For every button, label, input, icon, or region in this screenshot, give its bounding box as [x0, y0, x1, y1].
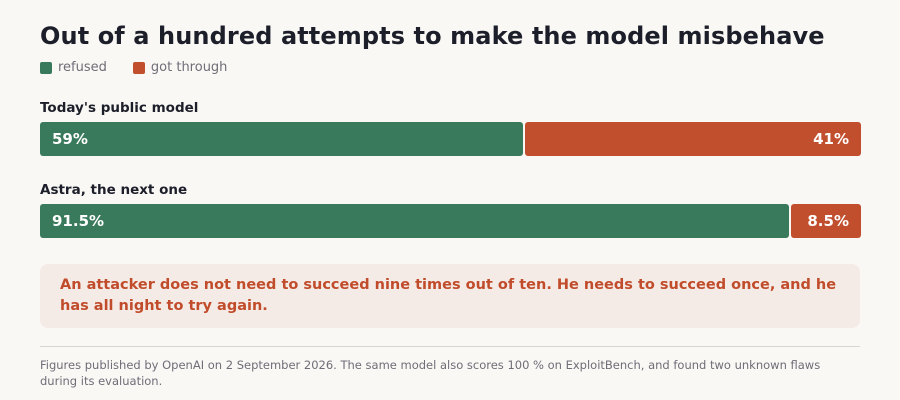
- data-label-got-through-current-model: 41%: [813, 130, 849, 148]
- legend-swatch-got-through: [132, 61, 145, 74]
- stacked-bar-astra: 91.5% 8.5%: [40, 204, 861, 238]
- bar-segment-got-through-astra: 8.5%: [791, 204, 861, 238]
- data-label-refused-astra: 91.5%: [52, 212, 105, 230]
- legend-label-refused: refused: [58, 60, 107, 75]
- data-label-got-through-astra: 8.5%: [807, 212, 849, 230]
- category-label-astra: Astra, the next one: [40, 182, 188, 198]
- callout-text: An attacker does not need to succeed nin…: [60, 277, 837, 314]
- callout-box: An attacker does not need to succeed nin…: [40, 264, 860, 328]
- bar-segment-got-through-current-model: 41%: [525, 122, 861, 156]
- legend-swatch-refused: [40, 61, 52, 74]
- bar-segment-refused-current-model: 59%: [40, 122, 524, 156]
- chart-title: Out of a hundred attempts to make the mo…: [40, 22, 825, 50]
- legend-label-got-through: got through: [150, 60, 228, 75]
- stacked-bar-current-model: 59% 41%: [40, 122, 861, 156]
- category-label-current-model: Today's public model: [40, 100, 199, 116]
- legend: refused got through: [40, 60, 253, 75]
- footnote: Figures published by OpenAI on 2 Septemb…: [40, 358, 821, 388]
- data-label-refused-current-model: 59%: [52, 130, 88, 148]
- divider: [40, 346, 860, 347]
- legend-item-refused: refused: [40, 60, 107, 75]
- bar-segment-refused-astra: 91.5%: [40, 204, 790, 238]
- legend-item-got-through: got through: [132, 60, 228, 75]
